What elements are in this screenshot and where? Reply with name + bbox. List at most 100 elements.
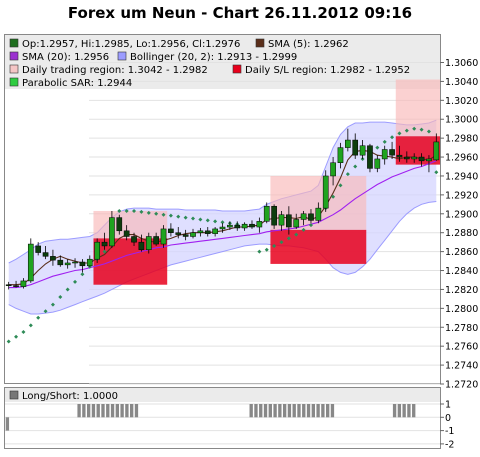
candle-body: [35, 245, 42, 253]
signal-bar: [77, 404, 81, 418]
legend-label-ohlc: Op:1.2957, Hi:1.2985, Lo:1.2956, Cl:1.29…: [22, 39, 240, 50]
candle: [300, 210, 307, 226]
candle-body: [263, 205, 270, 222]
candle-body: [13, 285, 19, 287]
signal-bar: [86, 404, 91, 418]
candle-body: [101, 241, 108, 247]
candle-body: [411, 156, 418, 160]
candle: [57, 255, 64, 267]
signal-bar: [302, 404, 306, 418]
sub-legend-box: [5, 388, 440, 402]
candle-body: [381, 149, 388, 160]
legend-swatch-bollinger: [117, 51, 127, 61]
candle: [86, 255, 93, 267]
sar-point: [272, 243, 277, 248]
candle: [153, 232, 159, 246]
candle: [337, 142, 344, 169]
signal-bar: [91, 404, 96, 418]
sar-point: [382, 139, 387, 144]
long-short-bars: [5, 404, 416, 431]
candle: [367, 143, 373, 173]
candle-body: [153, 236, 159, 245]
candle: [308, 209, 314, 224]
signal-bar: [268, 404, 272, 418]
legend-swatch-sma20: [9, 51, 19, 61]
candle-body: [345, 139, 351, 148]
sar-point: [191, 216, 196, 221]
candle: [418, 153, 425, 167]
candle: [389, 141, 395, 159]
candle-body: [300, 213, 307, 220]
sar-point: [426, 129, 431, 134]
candle-body: [374, 158, 381, 169]
sar-point: [146, 210, 151, 215]
y-tick-label: 1.2820: [445, 285, 478, 296]
sub-legend: Long/Short: 1.0000: [9, 390, 118, 402]
candle: [359, 140, 366, 159]
sar-point: [139, 209, 144, 214]
candle: [160, 225, 167, 248]
sar-point: [198, 217, 203, 222]
candle: [322, 170, 329, 212]
candle-body: [116, 217, 123, 232]
sl-region: [395, 136, 440, 165]
sub-legend-swatch: [9, 390, 19, 400]
signal-bar: [82, 404, 86, 418]
legend-label-sma20: SMA (20): 1.2956: [22, 52, 109, 63]
signal-bar: [316, 404, 320, 418]
candle-body: [293, 219, 300, 228]
candle: [27, 238, 34, 283]
candle: [72, 258, 78, 268]
y-tick-label: 1.2880: [445, 228, 478, 239]
signal-bar: [311, 404, 315, 418]
sar-point: [21, 329, 26, 334]
sar-point: [264, 247, 269, 252]
signal-bar: [392, 404, 397, 418]
candle-body: [219, 226, 226, 230]
sub-y-axis: 1 0 -1 -2: [440, 400, 454, 450]
candle: [20, 278, 27, 289]
signal-bar: [134, 404, 139, 418]
candle-body: [20, 280, 27, 287]
candle-body: [315, 207, 322, 221]
signal-bar: [402, 404, 406, 418]
candle: [101, 232, 108, 250]
candle: [411, 153, 418, 163]
bollinger-upper-line: [8, 119, 437, 264]
candle-body: [64, 262, 71, 266]
candle-body: [352, 139, 359, 156]
main-y-axis: 1.3060 1.3040 1.3020 1.3000 1.2980 1.2960 1.29…: [440, 58, 478, 391]
y-tick-label: -1: [445, 426, 454, 437]
candle-body: [27, 243, 34, 282]
candle-body: [227, 224, 233, 228]
legend-sl-region: Daily S/L region: 1.2982 - 1.2952: [232, 64, 410, 76]
candle: [403, 151, 410, 163]
y-tick-label: 1.2960: [445, 153, 478, 164]
signal-bar: [96, 404, 100, 418]
sar-point: [257, 249, 262, 254]
sar-point: [220, 220, 225, 225]
sar-point: [390, 135, 395, 140]
candle-body: [190, 232, 196, 237]
sar-point: [102, 249, 107, 254]
signal-bar: [278, 404, 282, 418]
candle-body: [94, 241, 100, 260]
candle-body: [145, 236, 152, 250]
candle: [345, 128, 351, 152]
sar-point: [308, 223, 313, 228]
candle-body: [249, 223, 255, 228]
sar-point: [331, 194, 336, 199]
candle: [263, 202, 270, 224]
y-tick-label: 1.2800: [445, 304, 478, 315]
sar-point: [205, 218, 210, 223]
signal-bar: [249, 404, 253, 418]
sar-point: [301, 227, 306, 232]
candle: [79, 259, 86, 273]
candle-body: [197, 230, 204, 233]
candle: [315, 202, 322, 224]
legend-sma20: SMA (20): 1.2956: [9, 51, 109, 63]
sar-point: [28, 323, 33, 328]
candle-body: [330, 162, 336, 177]
candle: [13, 280, 19, 288]
